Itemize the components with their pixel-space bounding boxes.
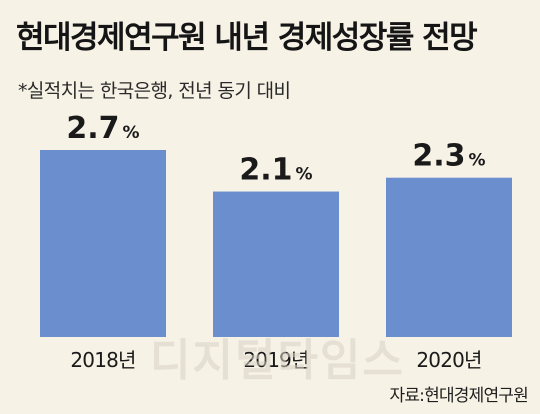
value-labels-group: 2.7 % 2.1 % 2.3% [66, 111, 485, 188]
bar-2019년 [213, 191, 339, 337]
category-labels-group: 2018년 2019년 2020년 [70, 348, 482, 372]
value-label: 2.3% [412, 139, 485, 174]
category-label: 2020년 [416, 348, 481, 372]
chart-title: 현대경제연구원 내년 경제성장률 전망 [16, 20, 478, 56]
watermark: 디지털타임스 [150, 335, 405, 386]
category-label: 2019년 [243, 348, 308, 372]
category-label: 2018년 [70, 348, 135, 372]
bar-2018년 [40, 150, 166, 337]
chart-subtitle: *실적치는 한국은행, 전년 동기 대비 [18, 80, 291, 102]
source-note: 자료:현대경제연구원 [389, 386, 529, 406]
value-label: 2.1% [239, 153, 312, 188]
value-label: 2.7% [66, 111, 139, 146]
bars-group [40, 150, 512, 337]
bar-2020년 [386, 177, 512, 337]
